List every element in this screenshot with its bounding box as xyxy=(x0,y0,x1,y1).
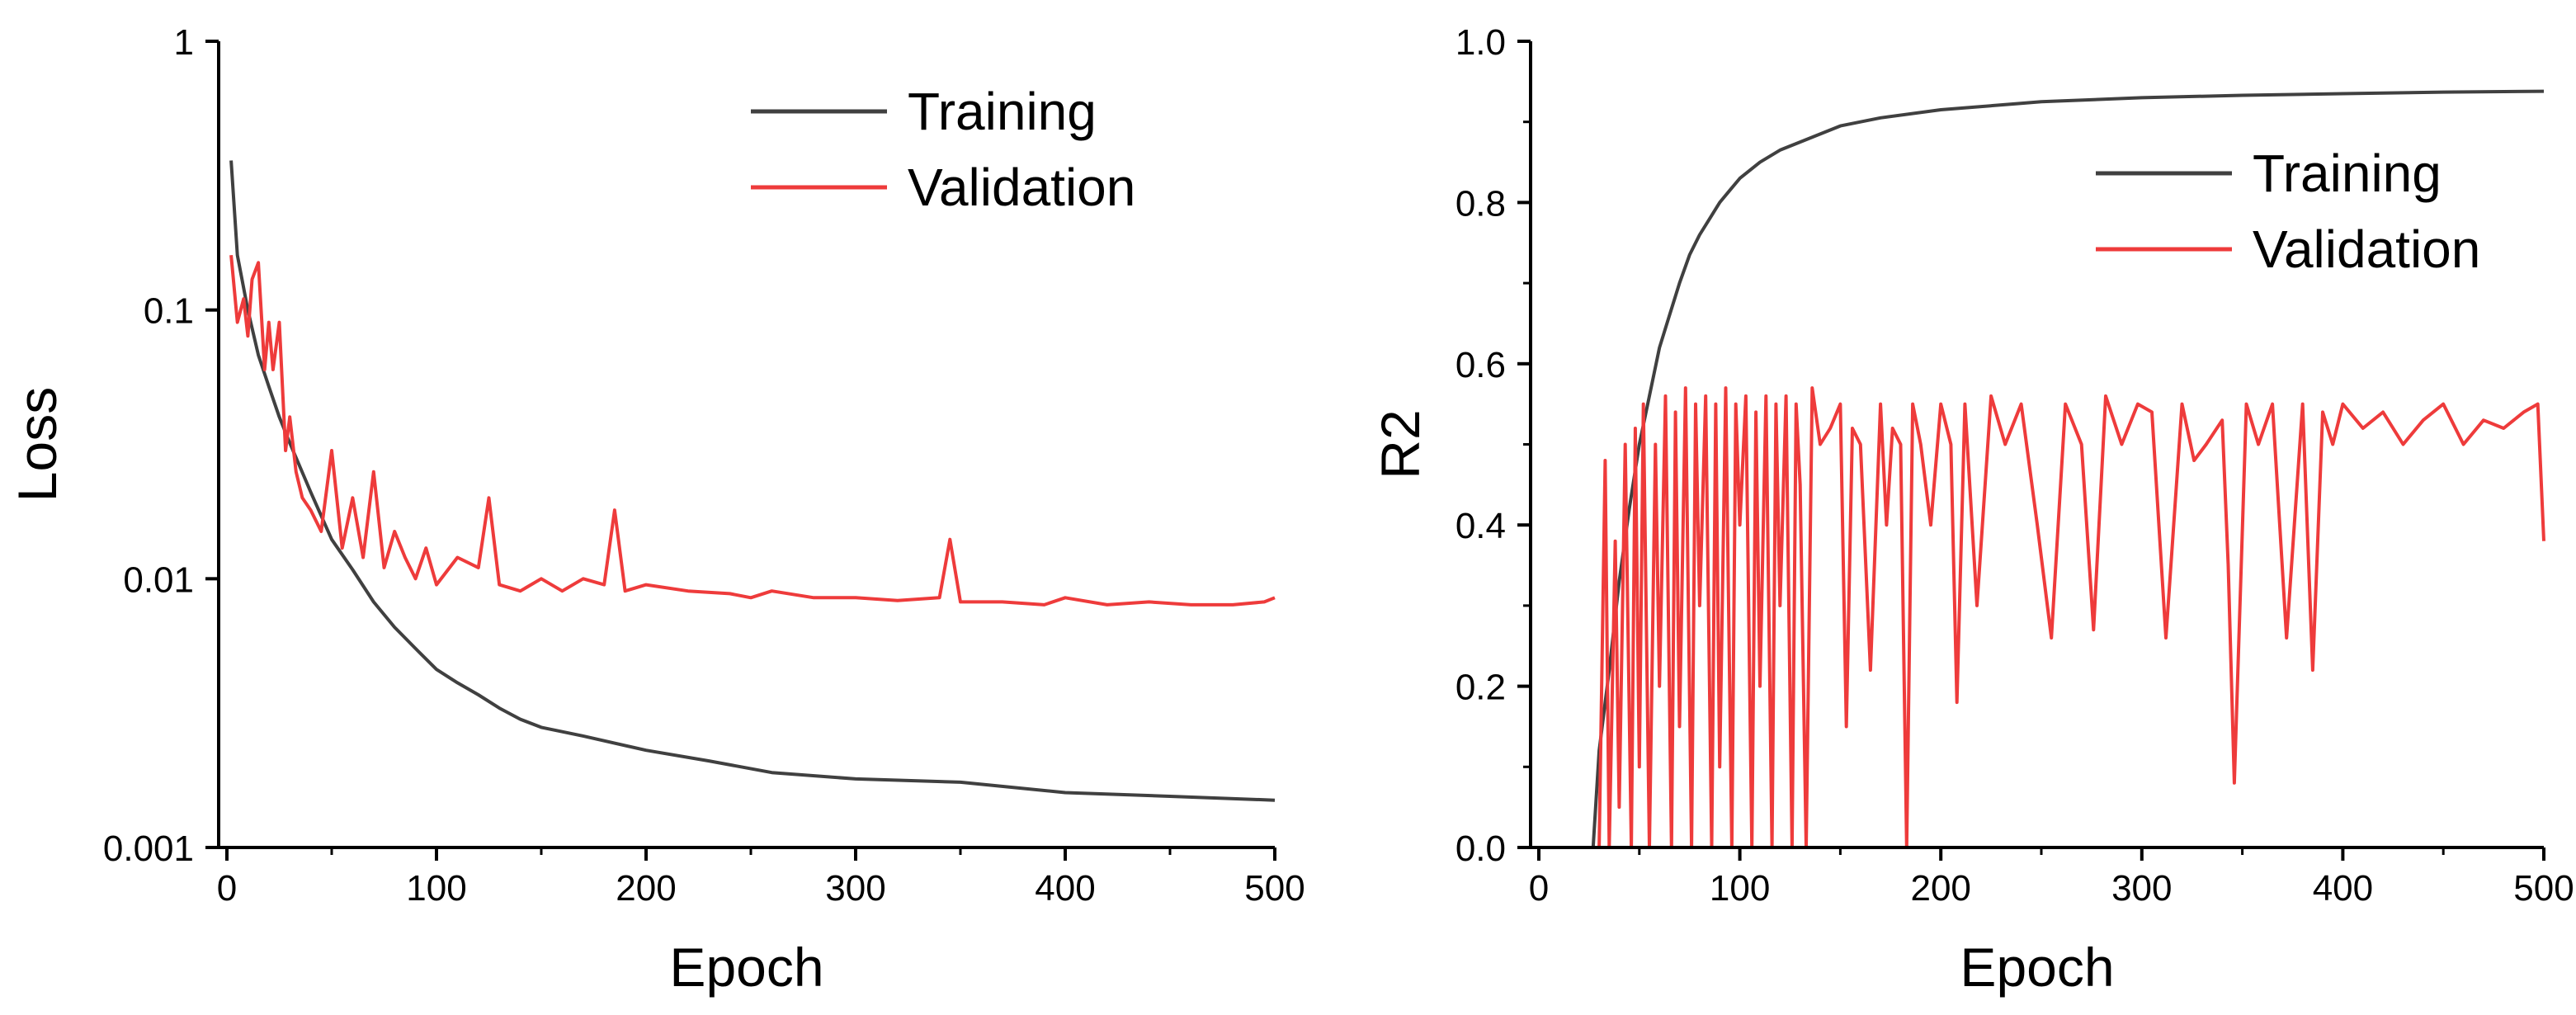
loss-x-axis-title: Epoch xyxy=(669,937,823,998)
loss-y-tick-label: 1 xyxy=(174,22,194,63)
r2-y-tick-label: 0.6 xyxy=(1455,345,1506,385)
loss-x-tick-label: 300 xyxy=(825,868,885,909)
r2-legend-validation-label: Validation xyxy=(2253,220,2480,279)
r2-series-validation-line xyxy=(1597,386,2545,849)
r2-y-tick-label: 0.4 xyxy=(1455,506,1506,546)
loss-series-training-line xyxy=(229,160,1276,802)
loss-y-tick-label: 0.1 xyxy=(144,291,194,332)
loss-series-validation-line xyxy=(229,255,1276,607)
loss-y-tick-label: 0.01 xyxy=(123,559,194,600)
loss-legend-training-label: Training xyxy=(908,82,1097,141)
r2-x-tick-label: 400 xyxy=(2313,868,2373,909)
r2-chart: 0 100 200 300 400 500 0.0 0.2 0.4 0.6 0.8 1.0 Epoch R… xyxy=(1370,22,2574,998)
loss-legend-validation-label: Validation xyxy=(908,158,1135,217)
loss-chart: 0 100 200 300 400 500 0.001 0.01 0.1 1 Epoch Loss Tr… xyxy=(7,22,1305,998)
r2-x-tick-label: 100 xyxy=(1710,868,1770,909)
loss-x-tick-label: 100 xyxy=(406,868,466,909)
r2-y-tick-label: 0.2 xyxy=(1455,668,1506,708)
r2-x-tick-label: 300 xyxy=(2111,868,2172,909)
r2-y-tick-label: 1.0 xyxy=(1455,22,1506,63)
loss-y-axis-title: Loss xyxy=(7,387,68,502)
r2-y-tick-label: 0.8 xyxy=(1455,183,1506,224)
r2-x-tick-label: 500 xyxy=(2513,868,2574,909)
r2-x-tick-label: 200 xyxy=(1910,868,1970,909)
r2-x-tick-label: 0 xyxy=(1529,868,1549,909)
r2-y-tick-label: 0.0 xyxy=(1455,829,1506,869)
loss-x-tick-label: 0 xyxy=(217,868,237,909)
loss-y-tick-label: 0.001 xyxy=(103,829,194,869)
loss-x-tick-label: 400 xyxy=(1035,868,1095,909)
r2-legend-training-label: Training xyxy=(2253,144,2442,203)
loss-x-tick-label: 500 xyxy=(1244,868,1305,909)
r2-x-axis-title: Epoch xyxy=(1960,937,2114,998)
r2-y-axis-title: R2 xyxy=(1370,409,1431,479)
loss-x-tick-label: 200 xyxy=(616,868,676,909)
